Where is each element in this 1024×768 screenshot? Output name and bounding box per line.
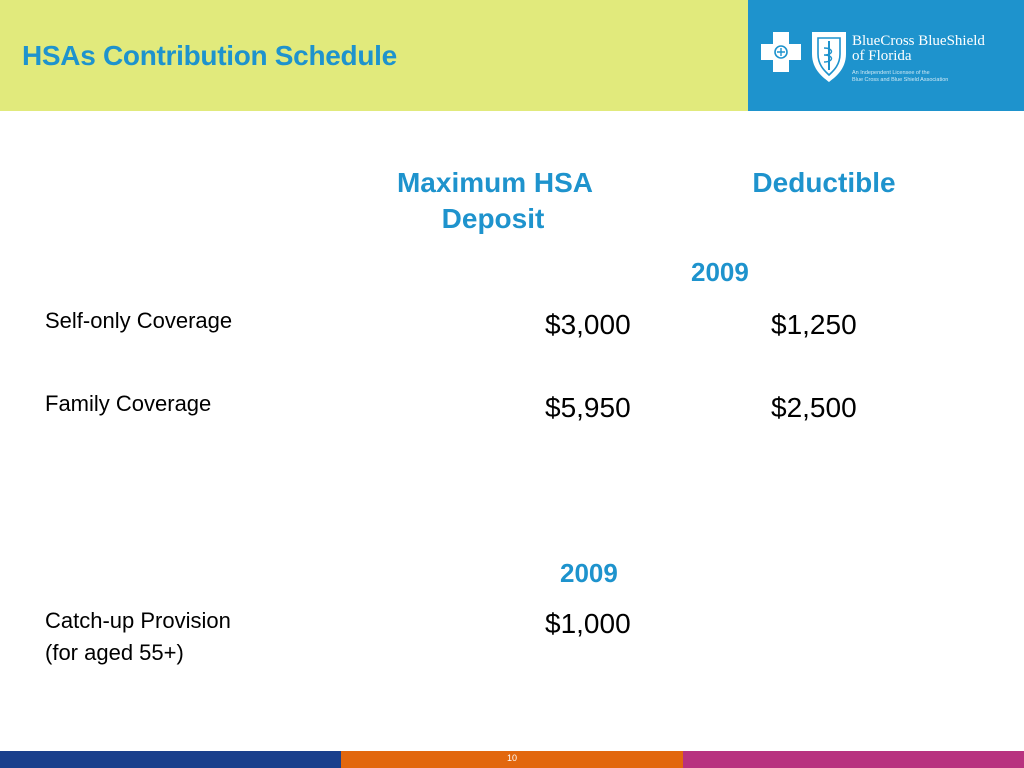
year-label-top: 2009 [691,257,749,287]
catchup-label-line2: (for aged 55+) [45,640,184,665]
footer-segment-magenta [683,751,1024,768]
header-band [0,0,748,111]
logo-subtitle: An Independent Licensee of the Blue Cros… [852,70,948,84]
family-deductible: $2,500 [771,392,857,423]
max-deposit-header: Maximum HSA Deposit [340,165,650,237]
logo-mark [761,32,846,82]
family-max-deposit: $5,950 [545,392,631,423]
catchup-label: Catch-up Provision (for aged 55+) [45,605,231,669]
cross-icon [761,32,801,72]
logo-band: BlueCross BlueShield of Florida An Indep… [748,0,1024,111]
self-only-max-deposit: $3,000 [545,309,631,340]
logo-name-line2: of Florida [852,48,912,64]
footer-bar [0,751,1024,768]
footer-segment-orange [341,751,683,768]
logo-name-line1: BlueCross BlueShield [852,33,985,49]
catchup-value: $1,000 [545,608,631,639]
self-only-deductible: $1,250 [771,309,857,340]
max-deposit-header-line2: Deposit [441,203,545,234]
max-deposit-header-line1: Maximum HSA [396,167,594,198]
logo-sub-line1: An Independent Licensee of the [852,70,930,76]
logo-sub-line2: Blue Cross and Blue Shield Association [852,77,949,83]
row-label-self-only: Self-only Coverage [45,308,233,333]
shield-icon [812,32,846,82]
logo-name: BlueCross BlueShield of Florida [852,34,985,64]
year-label-catchup: 2009 [560,558,618,588]
deductible-header: Deductible [752,167,896,198]
catchup-label-line1: Catch-up Provision [45,608,231,633]
page-number: 10 [506,753,517,763]
footer-segment-navy [0,751,341,768]
page-title: HSAs Contribution Schedule [22,40,397,71]
row-label-family: Family Coverage [45,391,212,416]
